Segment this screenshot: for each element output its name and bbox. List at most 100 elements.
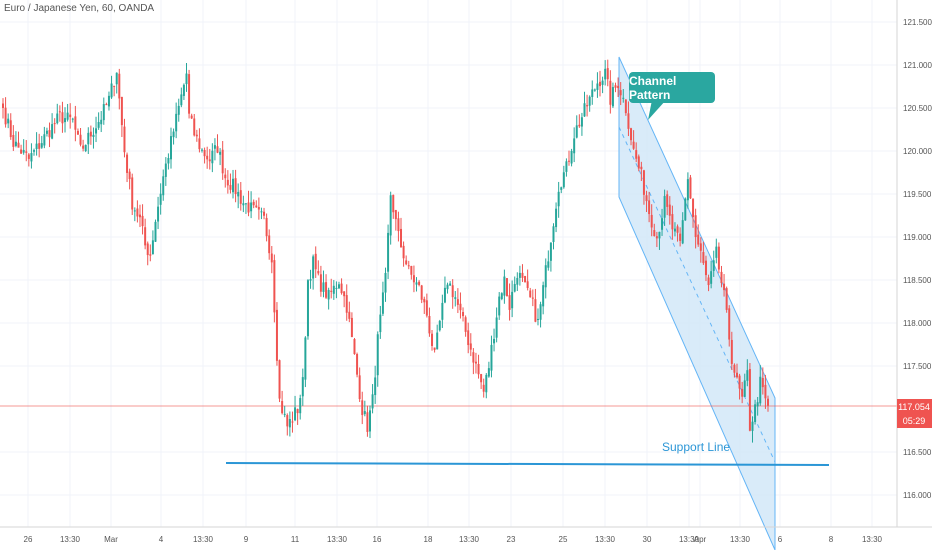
candle-body: [45, 130, 48, 134]
candle-body: [157, 206, 160, 222]
candle-body: [673, 228, 676, 232]
candle-body: [368, 410, 371, 432]
candle-body: [25, 151, 28, 153]
candle-body: [149, 254, 152, 256]
candle-body: [601, 80, 604, 85]
candle-body: [686, 179, 689, 201]
time-tick-label: 25: [559, 535, 568, 544]
candle-body: [524, 276, 527, 283]
candle-body: [710, 271, 713, 284]
candle-body: [74, 116, 77, 130]
candle-body: [449, 283, 452, 286]
candle-body: [309, 279, 312, 281]
candle-body: [609, 80, 612, 105]
chart-grid: [0, 0, 897, 527]
price-tick-label: 117.500: [903, 362, 932, 371]
candle-body: [560, 187, 563, 190]
time-tick-label: 13:30: [60, 535, 81, 544]
candle-body: [144, 227, 147, 246]
candle-body: [87, 132, 90, 145]
candle-body: [462, 312, 465, 317]
candle-body: [715, 246, 718, 258]
candle-body: [389, 195, 392, 236]
callout-pointer: [648, 100, 666, 120]
candle-body: [487, 368, 490, 377]
candle-body: [720, 271, 723, 284]
candle-body: [89, 131, 92, 137]
candle-body: [632, 141, 635, 149]
candle-body: [482, 384, 485, 392]
candle-body: [384, 272, 387, 293]
candle-body: [291, 421, 294, 423]
candle-body: [100, 119, 103, 125]
candle-body: [503, 276, 506, 296]
candle-body: [43, 134, 46, 146]
candle-body: [505, 278, 508, 297]
candle-body: [549, 242, 552, 261]
candle-body: [741, 389, 744, 397]
candle-body: [294, 407, 297, 421]
candle-body: [754, 404, 757, 422]
candle-body: [642, 170, 645, 195]
candle-body: [120, 96, 123, 126]
candle-body: [325, 282, 328, 298]
candle-body: [580, 117, 583, 127]
candle-body: [472, 352, 475, 363]
candle-body: [345, 295, 348, 313]
candle-body: [412, 275, 415, 283]
price-tick-label: 118.500: [903, 276, 932, 285]
candle-body: [735, 372, 738, 378]
candle-body: [536, 318, 539, 321]
candle-body: [379, 314, 382, 333]
candle-body: [301, 377, 304, 397]
candle-body: [288, 418, 291, 428]
time-tick-label: 13:30: [193, 535, 214, 544]
candle-body: [423, 298, 426, 303]
candle-body: [599, 81, 602, 87]
candle-body: [317, 271, 320, 274]
candle-body: [617, 85, 620, 89]
time-tick-label: 9: [244, 535, 249, 544]
candle-body: [141, 215, 144, 227]
candle-body: [578, 124, 581, 127]
candle-body: [48, 130, 51, 138]
price-axis[interactable]: 121.500 121.000 120.500 120.000 119.500 119.0…: [903, 18, 932, 500]
candle-body: [508, 295, 511, 310]
candle-body: [689, 177, 692, 199]
candle-body: [319, 274, 322, 292]
candle-body: [283, 413, 286, 415]
candlestick-series: [2, 59, 769, 443]
time-tick-label: 13:30: [679, 535, 700, 544]
candle-body: [544, 265, 547, 288]
candle-body: [446, 284, 449, 290]
candle-body: [518, 272, 521, 278]
candle-body: [12, 135, 15, 147]
candle-body: [552, 226, 555, 242]
candle-body: [606, 68, 609, 80]
candle-body: [151, 240, 154, 255]
candle-body: [420, 285, 423, 300]
candle-body: [38, 143, 41, 149]
candle-body: [725, 288, 728, 310]
candle-body: [296, 409, 299, 414]
candle-body: [464, 317, 467, 332]
candle-body: [456, 299, 459, 305]
candle-body: [405, 260, 408, 265]
candle-body: [33, 150, 36, 152]
candle-body: [681, 220, 684, 244]
candle-body: [650, 214, 653, 228]
candle-body: [286, 415, 289, 427]
candle-body: [454, 297, 457, 299]
candle-body: [22, 149, 25, 153]
time-axis[interactable]: 26 13:30 Mar 4 13:30 9 11 13:30 16 18 13:30 23 25 13:…: [24, 535, 883, 544]
channel-band: [618, 56, 776, 550]
channel-pattern-callout[interactable]: Channel Pattern: [629, 72, 715, 103]
support-line: [225, 462, 830, 466]
candle-body: [467, 330, 470, 346]
candle-body: [348, 311, 351, 319]
candle-body: [604, 68, 607, 80]
candle-body: [402, 245, 405, 259]
candle-body: [451, 285, 454, 298]
candle-body: [433, 347, 436, 350]
